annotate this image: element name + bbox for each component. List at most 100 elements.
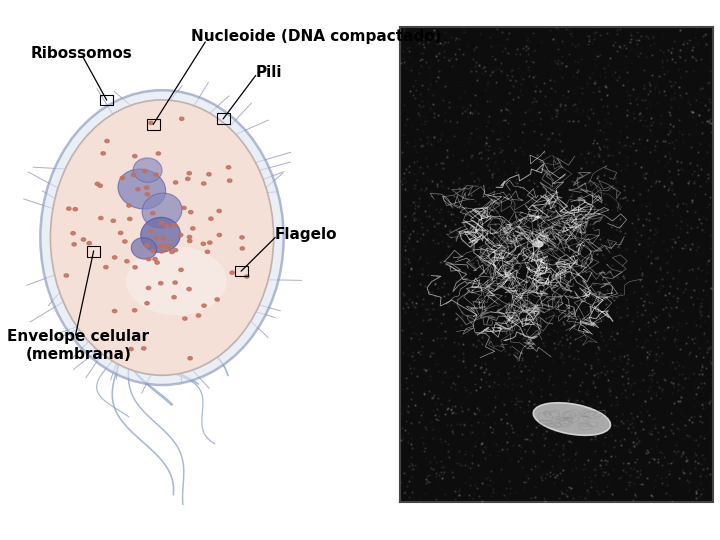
Text: Nucleoide (DNA compactado): Nucleoide (DNA compactado) xyxy=(191,29,441,44)
Ellipse shape xyxy=(133,158,162,182)
Text: Ribossomos: Ribossomos xyxy=(30,46,132,62)
Circle shape xyxy=(145,302,149,305)
Circle shape xyxy=(188,239,192,242)
Circle shape xyxy=(187,287,192,291)
Circle shape xyxy=(189,211,193,214)
Circle shape xyxy=(154,237,158,240)
Circle shape xyxy=(145,244,149,247)
Circle shape xyxy=(112,256,117,259)
Circle shape xyxy=(119,231,123,234)
Circle shape xyxy=(147,258,151,261)
Circle shape xyxy=(201,242,205,246)
Circle shape xyxy=(240,247,245,250)
Circle shape xyxy=(245,275,249,278)
Circle shape xyxy=(174,181,178,184)
Circle shape xyxy=(95,182,99,185)
Ellipse shape xyxy=(40,90,284,385)
Circle shape xyxy=(87,241,91,245)
Circle shape xyxy=(149,122,153,125)
Circle shape xyxy=(172,224,176,227)
Ellipse shape xyxy=(131,238,157,259)
Circle shape xyxy=(230,271,234,274)
Circle shape xyxy=(98,184,102,187)
Circle shape xyxy=(179,117,184,120)
Circle shape xyxy=(173,281,177,284)
Text: Envelope celular
(membrana): Envelope celular (membrana) xyxy=(7,329,149,362)
Circle shape xyxy=(122,240,127,243)
Circle shape xyxy=(170,251,174,254)
Circle shape xyxy=(228,179,232,182)
Circle shape xyxy=(150,212,155,215)
Circle shape xyxy=(132,154,137,158)
Circle shape xyxy=(172,295,176,299)
Circle shape xyxy=(179,268,183,272)
Circle shape xyxy=(158,282,163,285)
Circle shape xyxy=(202,182,206,185)
Circle shape xyxy=(217,210,221,213)
Circle shape xyxy=(104,266,108,269)
Circle shape xyxy=(150,249,155,253)
Circle shape xyxy=(207,173,211,176)
Circle shape xyxy=(156,152,161,155)
Circle shape xyxy=(215,298,220,301)
Circle shape xyxy=(174,248,178,252)
Circle shape xyxy=(154,173,158,176)
Circle shape xyxy=(73,207,78,211)
Circle shape xyxy=(217,233,222,237)
Circle shape xyxy=(159,250,163,253)
Circle shape xyxy=(143,170,147,173)
Ellipse shape xyxy=(533,241,544,247)
Circle shape xyxy=(183,317,187,320)
Circle shape xyxy=(142,347,146,350)
Ellipse shape xyxy=(118,169,166,209)
Bar xyxy=(147,119,160,130)
Circle shape xyxy=(127,217,132,220)
Circle shape xyxy=(133,266,138,269)
Circle shape xyxy=(155,261,159,264)
Circle shape xyxy=(129,347,133,350)
Circle shape xyxy=(101,152,105,155)
Circle shape xyxy=(166,247,170,251)
Circle shape xyxy=(127,204,131,207)
Circle shape xyxy=(186,177,190,180)
Text: Pili: Pili xyxy=(256,65,282,80)
Circle shape xyxy=(161,237,166,240)
Circle shape xyxy=(132,309,137,312)
Circle shape xyxy=(67,207,71,210)
Bar xyxy=(400,27,713,502)
Circle shape xyxy=(165,224,169,227)
Bar xyxy=(87,246,100,256)
Circle shape xyxy=(132,173,136,177)
Ellipse shape xyxy=(126,246,227,315)
Circle shape xyxy=(197,314,201,317)
Circle shape xyxy=(161,244,166,247)
Circle shape xyxy=(226,166,230,169)
Circle shape xyxy=(187,235,192,239)
Ellipse shape xyxy=(142,193,182,228)
Circle shape xyxy=(205,250,210,253)
Bar xyxy=(217,113,230,124)
Bar xyxy=(100,94,113,105)
Circle shape xyxy=(145,193,150,196)
Circle shape xyxy=(167,244,171,247)
Circle shape xyxy=(202,304,206,307)
Circle shape xyxy=(158,245,162,248)
Circle shape xyxy=(188,356,192,360)
Circle shape xyxy=(125,260,129,263)
Circle shape xyxy=(240,236,244,239)
Circle shape xyxy=(135,187,140,191)
Circle shape xyxy=(153,258,157,261)
Ellipse shape xyxy=(50,100,274,375)
Circle shape xyxy=(99,217,103,220)
Circle shape xyxy=(120,176,125,179)
Circle shape xyxy=(71,232,76,235)
Circle shape xyxy=(111,219,115,222)
Circle shape xyxy=(191,227,195,230)
Circle shape xyxy=(72,242,76,246)
Bar xyxy=(235,266,248,276)
Circle shape xyxy=(207,241,212,244)
Circle shape xyxy=(81,238,86,241)
Circle shape xyxy=(145,186,149,189)
Ellipse shape xyxy=(140,218,181,252)
Circle shape xyxy=(149,230,153,233)
